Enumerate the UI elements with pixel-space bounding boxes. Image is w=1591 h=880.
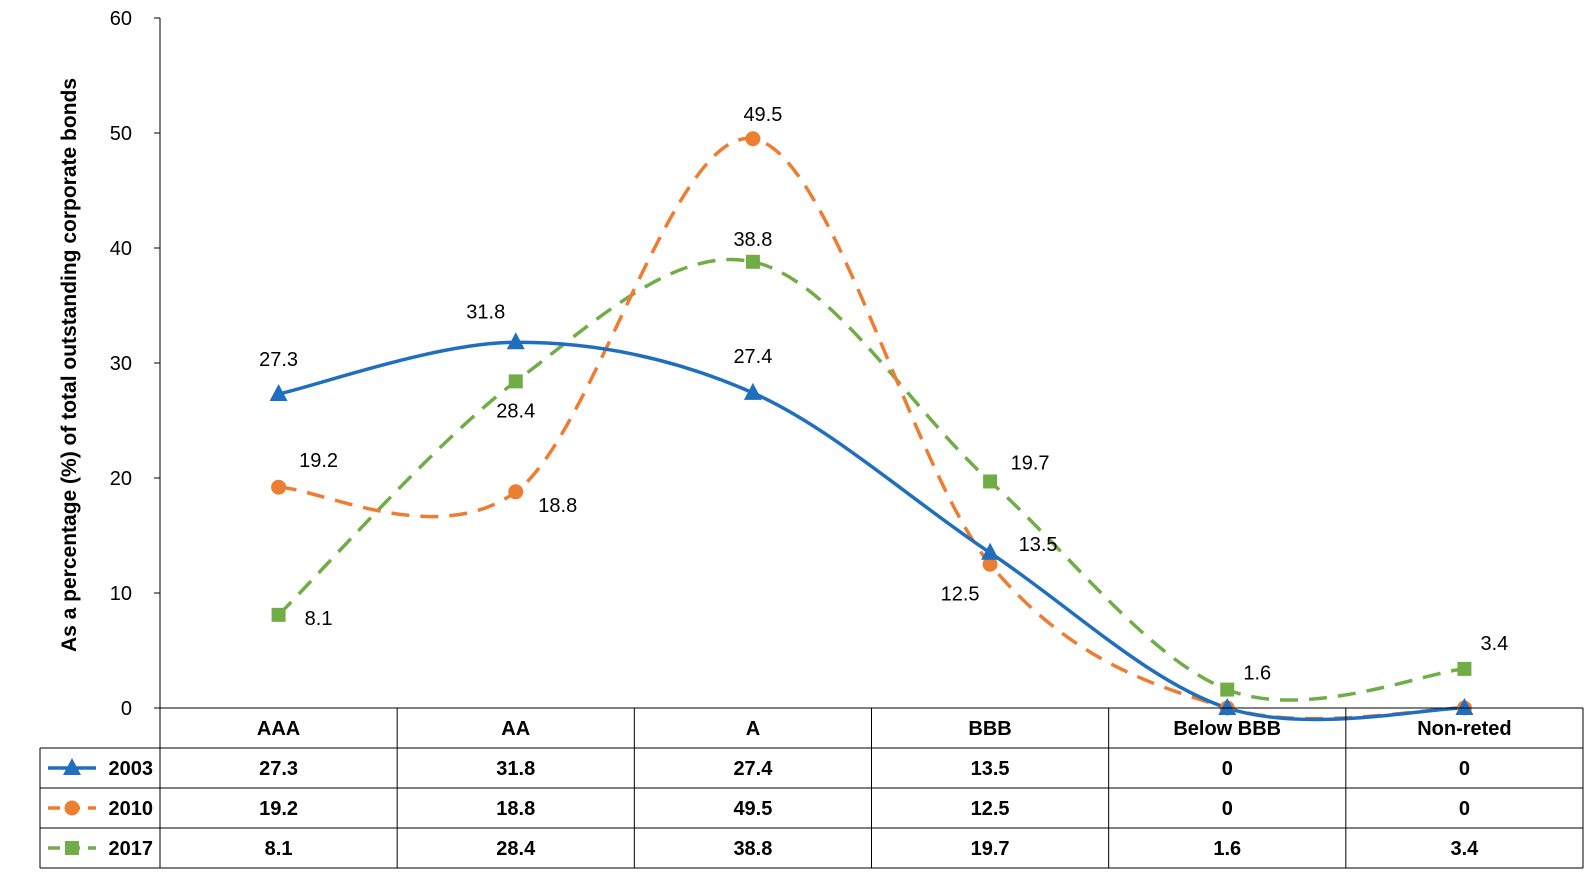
table-cell: 0 bbox=[1459, 758, 1470, 780]
series-line-2017 bbox=[277, 257, 1465, 702]
table-cell: 49.5 bbox=[733, 798, 772, 820]
data-label-2003-2: 27.4 bbox=[733, 346, 772, 368]
y-axis: 0 10 20 30 40 50 60 bbox=[110, 8, 161, 720]
legend-key-marker-2003 bbox=[63, 758, 81, 775]
marker-2003-4 bbox=[1218, 698, 1237, 715]
data-label-2017-3: 19.7 bbox=[1011, 452, 1050, 474]
table-cell: 28.4 bbox=[496, 838, 536, 860]
series-markers bbox=[269, 131, 1474, 716]
category-label: A bbox=[746, 718, 760, 740]
data-label-2010-3: 12.5 bbox=[941, 583, 980, 605]
marker-2017-4 bbox=[1220, 682, 1235, 697]
marker-2010-1 bbox=[508, 484, 524, 500]
marker-2003-1 bbox=[506, 332, 525, 350]
legend-series-name: 2010 bbox=[109, 798, 154, 820]
y-tick-label: 40 bbox=[110, 238, 132, 260]
y-axis-title: As a percentage (%) of total outstanding… bbox=[58, 78, 81, 652]
data-label-2010-2: 49.5 bbox=[743, 104, 782, 126]
marker-2017-1 bbox=[508, 374, 523, 389]
data-label-2003-0: 27.3 bbox=[259, 349, 298, 371]
table-cell: 0 bbox=[1459, 798, 1470, 820]
category-label: Below BBB bbox=[1173, 718, 1281, 740]
legend-key-marker-2010 bbox=[64, 800, 80, 816]
legend-series-name: 2017 bbox=[109, 838, 154, 860]
data-label-2017-1: 28.4 bbox=[496, 400, 535, 422]
table-cell: 13.5 bbox=[971, 758, 1010, 780]
y-tick-label: 50 bbox=[110, 123, 132, 145]
y-tick-label: 10 bbox=[110, 583, 132, 605]
y-tick-label: 30 bbox=[110, 353, 132, 375]
data-label-2017-0: 8.1 bbox=[305, 608, 333, 630]
marker-2017-2 bbox=[745, 254, 760, 269]
data-label-2010-1: 18.8 bbox=[538, 495, 577, 517]
series-lines bbox=[277, 136, 1465, 722]
legend-series-name: 2003 bbox=[109, 758, 154, 780]
y-tick-label: 0 bbox=[121, 698, 132, 720]
marker-2003-0 bbox=[269, 384, 288, 402]
series-line-2003 bbox=[278, 340, 1465, 722]
category-label: BBB bbox=[968, 718, 1011, 740]
marker-2003-5 bbox=[1455, 698, 1474, 715]
table-cell: 31.8 bbox=[496, 758, 535, 780]
marker-2003-2 bbox=[743, 382, 762, 400]
data-label-2003-1: 31.8 bbox=[466, 301, 505, 323]
table-cell: 27.3 bbox=[259, 758, 298, 780]
marker-2010-2 bbox=[745, 131, 761, 147]
category-label: AA bbox=[501, 718, 530, 740]
data-label-2017-2: 38.8 bbox=[733, 229, 772, 251]
category-label: AAA bbox=[257, 718, 300, 740]
data-label-2017-5: 3.4 bbox=[1481, 633, 1509, 655]
table-cell: 1.6 bbox=[1213, 838, 1241, 860]
marker-2017-0 bbox=[271, 607, 286, 622]
marker-2017-3 bbox=[983, 474, 998, 489]
marker-2010-3 bbox=[982, 556, 998, 572]
category-label: Non-reted bbox=[1417, 718, 1511, 740]
series-line-2010 bbox=[278, 136, 1465, 721]
data-label-2017-4: 1.6 bbox=[1243, 663, 1271, 685]
y-tick-label: 60 bbox=[110, 8, 132, 30]
data-label-2010-0: 19.2 bbox=[299, 450, 338, 472]
marker-2003-3 bbox=[981, 542, 1000, 560]
table-cell: 19.7 bbox=[971, 838, 1010, 860]
marker-2017-5 bbox=[1457, 661, 1472, 676]
legend-key-marker-2017 bbox=[65, 841, 79, 855]
table-cell: 0 bbox=[1222, 758, 1233, 780]
table-cell: 3.4 bbox=[1451, 838, 1480, 860]
table-cell: 0 bbox=[1222, 798, 1233, 820]
marker-2010-0 bbox=[271, 479, 287, 495]
table-cell: 19.2 bbox=[259, 798, 298, 820]
table-cell: 18.8 bbox=[496, 798, 535, 820]
data-label-2003-3: 13.5 bbox=[1019, 534, 1058, 556]
data-labels: 27.3 31.8 27.4 13.5 19.2 18.8 49.5 12.5 8.1 28.4 3… bbox=[259, 104, 1508, 685]
y-tick-label: 20 bbox=[110, 468, 132, 490]
table-cell: 38.8 bbox=[733, 838, 772, 860]
table-cell: 27.4 bbox=[733, 758, 773, 780]
table-cell: 12.5 bbox=[971, 798, 1010, 820]
table-cell: 8.1 bbox=[265, 838, 293, 860]
